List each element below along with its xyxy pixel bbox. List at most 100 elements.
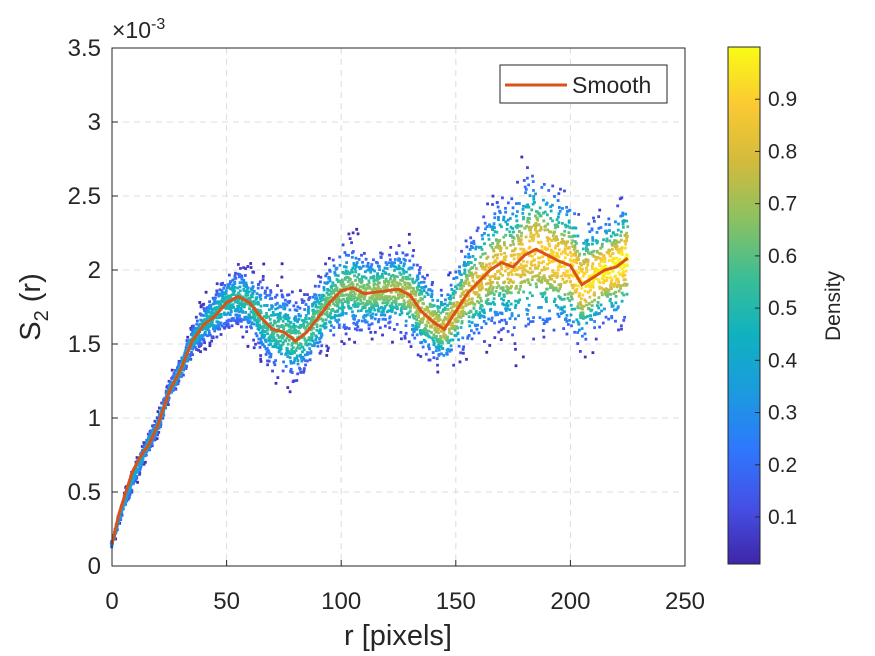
scatter-point [333, 303, 337, 307]
scatter-point [465, 299, 469, 303]
scatter-point [415, 318, 419, 322]
scatter-point [408, 259, 412, 263]
scatter-point [298, 366, 301, 370]
scatter-point [616, 228, 620, 232]
scatter-point [566, 296, 570, 300]
scatter-point [582, 304, 586, 308]
scatter-point [567, 231, 571, 235]
scatter-point [605, 237, 609, 241]
scatter-point [325, 272, 329, 276]
scatter-point [614, 308, 618, 312]
scatter-point [427, 335, 431, 339]
scatter-point [470, 241, 473, 245]
scatter-point [328, 276, 332, 280]
scatter-point [273, 343, 277, 346]
scatter-point [225, 306, 229, 310]
scatter-point [401, 267, 405, 271]
scatter-point [296, 372, 300, 376]
scatter-point [489, 290, 493, 294]
scatter-point [420, 340, 424, 344]
scatter-point [191, 347, 195, 351]
scatter-point [464, 264, 468, 267]
scatter-point [530, 225, 533, 229]
scatter-point [403, 262, 406, 266]
scatter-point [369, 330, 373, 334]
scatter-point [248, 320, 252, 323]
scatter-point [369, 300, 373, 304]
scatter-point [528, 239, 532, 243]
scatter-point [324, 318, 328, 322]
scatter-point [376, 274, 379, 277]
scatter-point [495, 230, 499, 234]
scatter-point [195, 340, 199, 344]
scatter-point [496, 244, 500, 247]
scatter-point [464, 262, 468, 266]
scatter-point [581, 316, 585, 320]
scatter-point [593, 298, 596, 302]
scatter-point [540, 278, 544, 282]
scatter-point [223, 311, 226, 315]
scatter-point [324, 262, 327, 266]
scatter-point [527, 281, 531, 285]
scatter-point [137, 471, 141, 474]
scatter-point [257, 316, 260, 320]
scatter-point [476, 295, 480, 299]
scatter-point [593, 268, 597, 272]
scatter-point [524, 191, 528, 195]
scatter-point [295, 354, 299, 358]
scatter-point [161, 416, 165, 420]
colorbar-tick-label: 0.8 [768, 140, 797, 163]
scatter-point [271, 323, 275, 327]
scatter-point [217, 324, 221, 328]
scatter-point [389, 274, 393, 278]
scatter-point [539, 225, 543, 229]
scatter-point [295, 318, 298, 322]
scatter-point [381, 333, 384, 337]
scatter-point [342, 325, 346, 329]
scatter-point [421, 329, 424, 332]
scatter-point [272, 313, 276, 317]
scatter-point [328, 320, 331, 324]
scatter-point [591, 284, 595, 288]
scatter-point [323, 281, 327, 285]
scatter-point [533, 223, 537, 226]
scatter-point [186, 335, 190, 339]
scatter-point [323, 312, 327, 316]
scatter-point [530, 278, 534, 282]
scatter-point [598, 312, 601, 315]
scatter-point [370, 297, 374, 301]
scatter-point [233, 289, 237, 293]
scatter-point [297, 343, 300, 347]
scatter-point [543, 277, 547, 280]
scatter-point [197, 335, 201, 338]
scatter-point [366, 299, 369, 303]
scatter-point [467, 270, 471, 274]
scatter-point [483, 265, 487, 269]
scatter-point [583, 332, 587, 336]
scatter-point [247, 313, 251, 317]
scatter-point [193, 328, 197, 332]
scatter-point [362, 283, 366, 287]
scatter-point [217, 294, 221, 298]
scatter-point [233, 277, 237, 280]
scatter-point [334, 267, 338, 271]
scatter-point [588, 274, 592, 278]
scatter-point [295, 356, 299, 360]
scatter-point [507, 273, 510, 277]
scatter-point [404, 253, 408, 257]
scatter-point [337, 306, 341, 310]
scatter-point [618, 250, 622, 254]
scatter-point [538, 316, 542, 320]
scatter-point [283, 316, 287, 320]
scatter-point [533, 263, 537, 267]
scatter-point [233, 274, 237, 278]
scatter-point [227, 285, 231, 289]
scatter-point [463, 272, 466, 275]
scatter-point [452, 325, 456, 328]
scatter-point [571, 245, 575, 248]
scatter-point [207, 329, 211, 333]
scatter-point [285, 303, 289, 307]
scatter-point [526, 219, 530, 222]
scatter-point [542, 260, 545, 264]
scatter-point [507, 265, 511, 269]
